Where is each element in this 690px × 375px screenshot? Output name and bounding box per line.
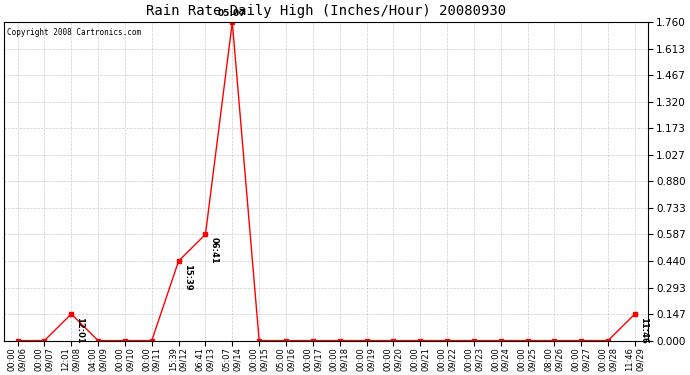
Title: Rain Rate Daily High (Inches/Hour) 20080930: Rain Rate Daily High (Inches/Hour) 20080… [146, 4, 506, 18]
Text: 06:41: 06:41 [210, 237, 219, 264]
Text: 05:07: 05:07 [218, 9, 246, 18]
Text: Copyright 2008 Cartronics.com: Copyright 2008 Cartronics.com [8, 28, 141, 38]
Text: 12:01: 12:01 [75, 317, 84, 344]
Text: 11:46: 11:46 [639, 317, 648, 344]
Text: 15:39: 15:39 [183, 264, 192, 290]
